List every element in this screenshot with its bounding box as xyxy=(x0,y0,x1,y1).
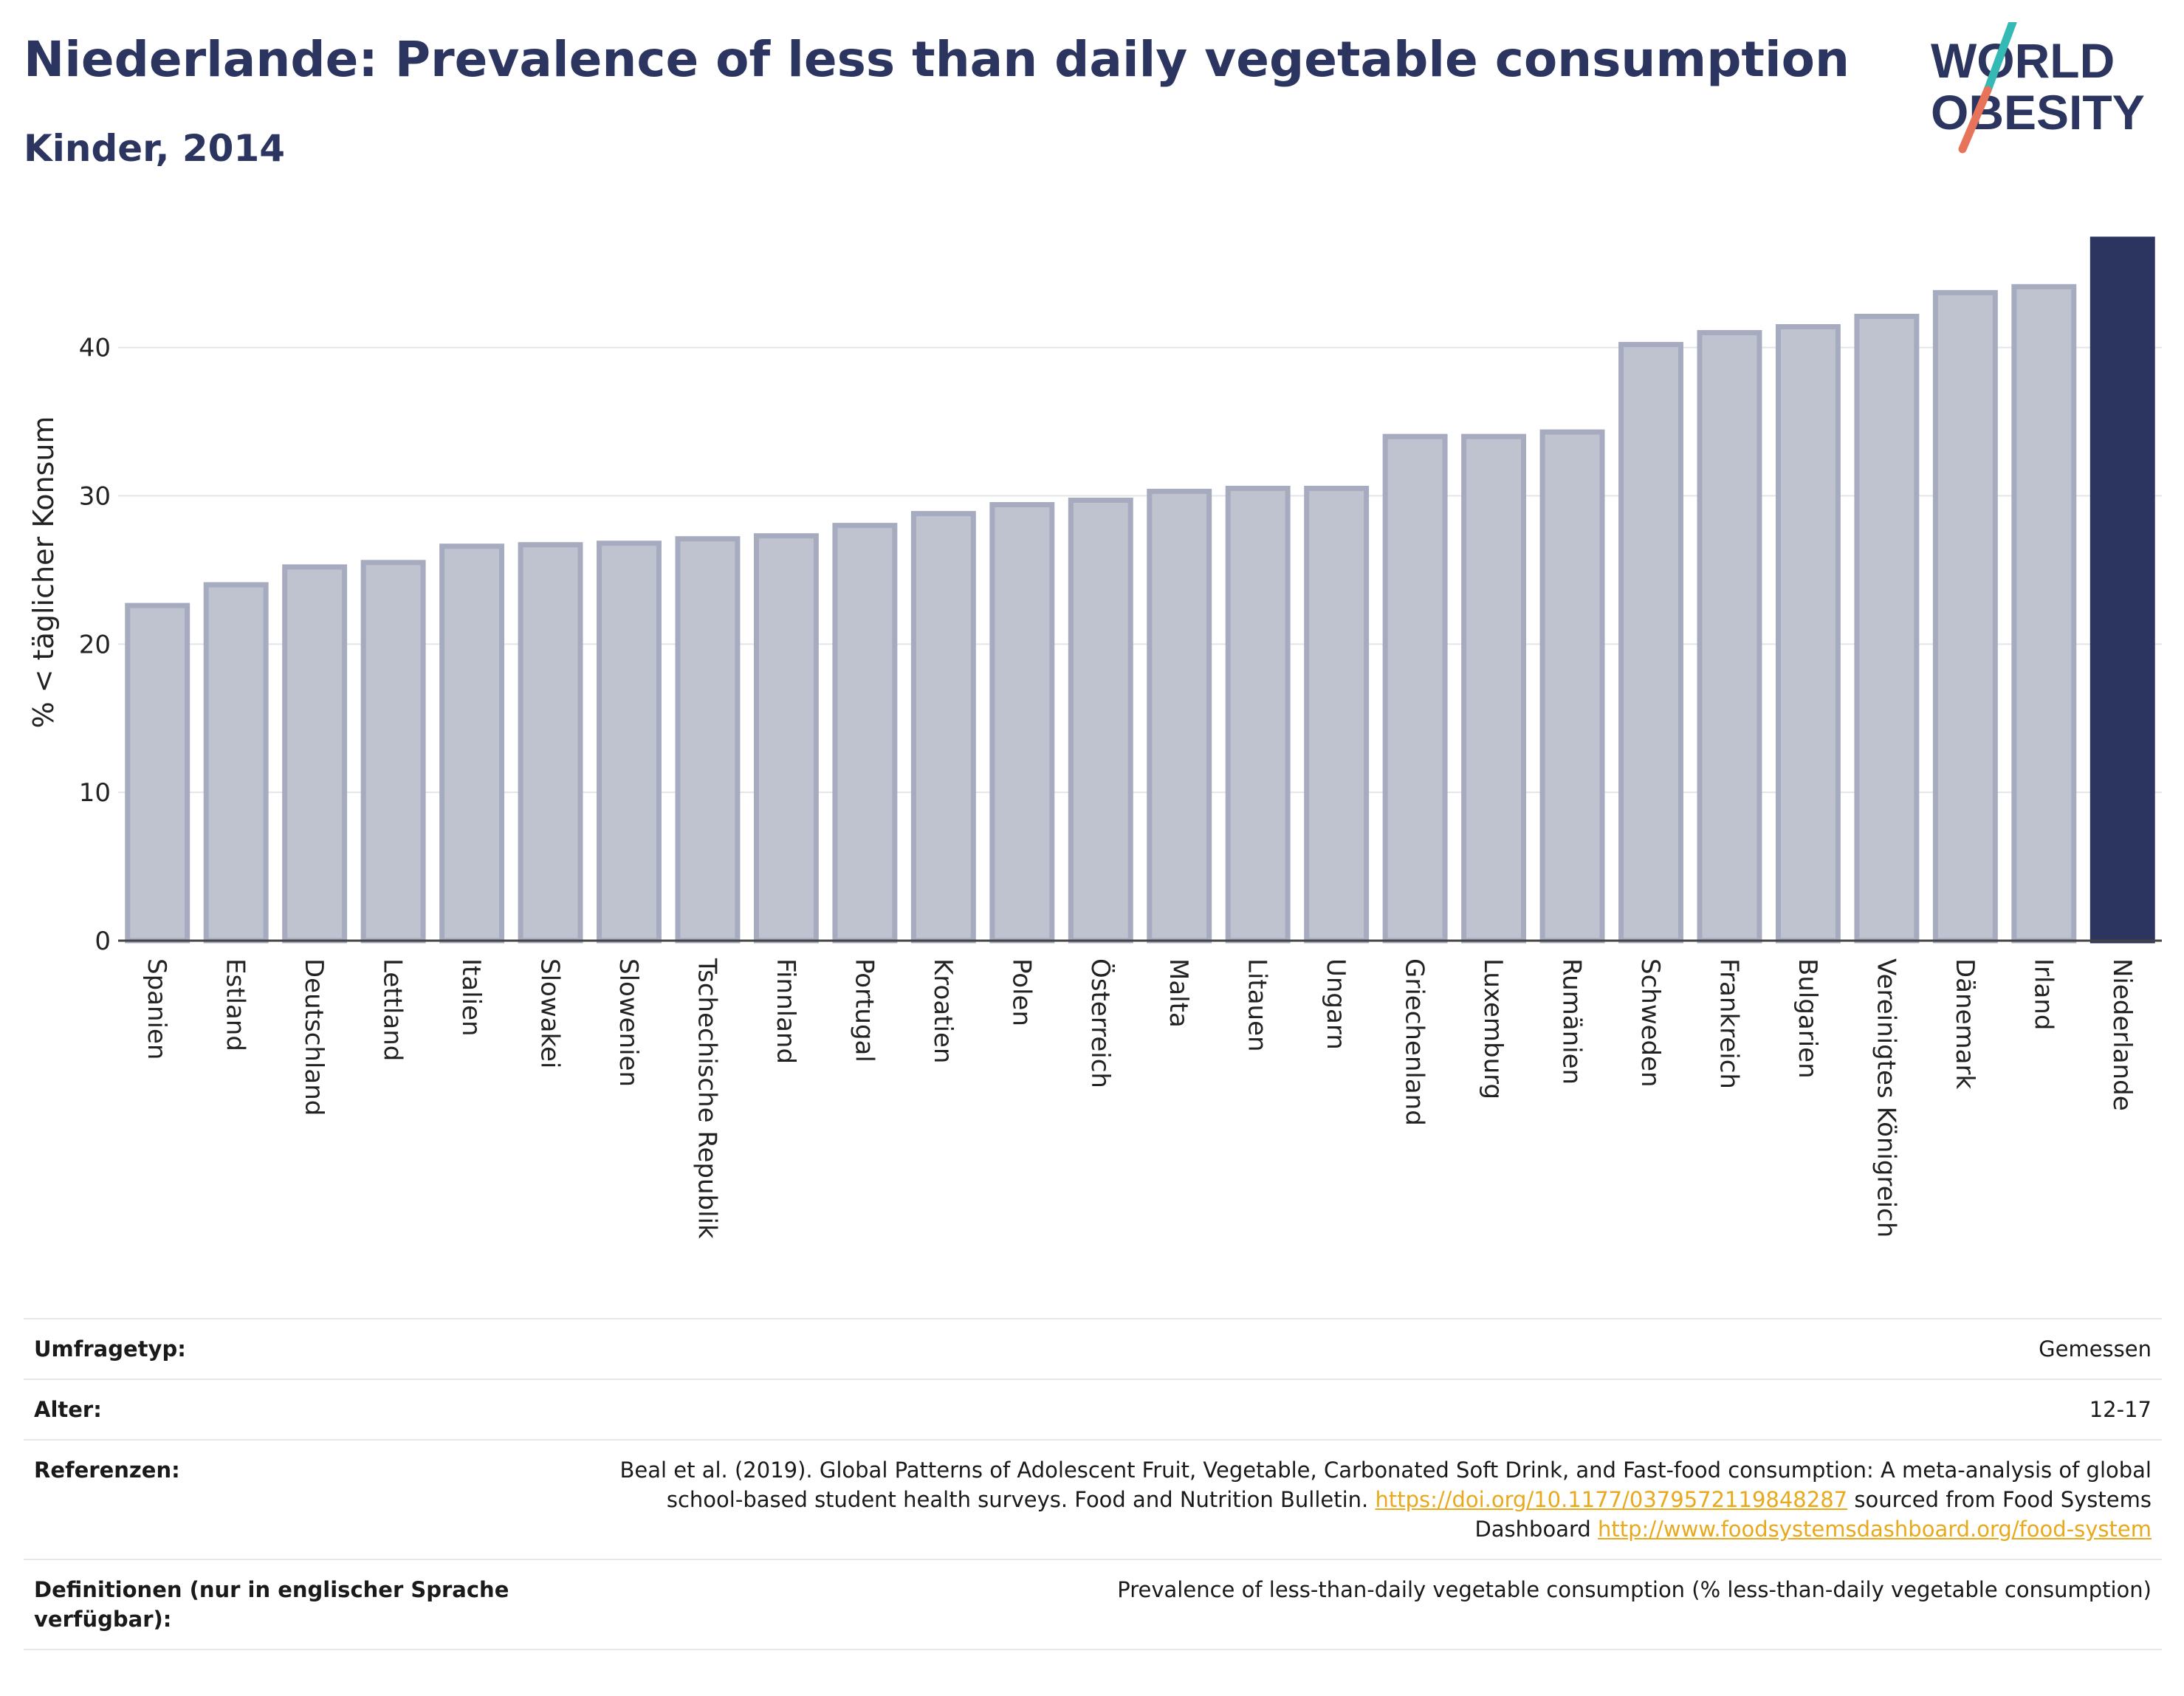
y-tick-label: 0 xyxy=(95,927,111,956)
x-tick-label: Finnland xyxy=(771,958,800,1064)
age-label: Alter: xyxy=(34,1397,102,1422)
bar-finnland xyxy=(753,533,819,944)
bar-estland xyxy=(203,582,269,944)
bar-dänemark xyxy=(1932,289,1998,944)
dashboard-link[interactable]: http://www.foodsystemsdashboard.org/food… xyxy=(1598,1517,2152,1542)
x-tick-label: Kroatien xyxy=(928,958,958,1063)
x-tick-label: Bulgarien xyxy=(1793,958,1822,1079)
x-tick-labels: Spanien Estland Deutschland Lettland Italien… xyxy=(142,958,2137,1239)
bar-slowenien xyxy=(597,540,662,944)
age-value: 12-17 xyxy=(2089,1397,2152,1422)
bar-italien xyxy=(439,543,505,944)
bar-slowakei xyxy=(518,542,583,944)
x-tick-label: Griechenland xyxy=(1400,958,1429,1126)
bar-tschechische-republik xyxy=(675,536,741,944)
meta-row-age: Alter: 12-17 xyxy=(24,1379,2162,1439)
x-tick-label: Spanien xyxy=(142,958,171,1060)
x-tick-label: Litauen xyxy=(1243,958,1272,1052)
bar-luxemburg xyxy=(1461,433,1527,944)
x-tick-label: Vereinigtes Königreich xyxy=(1871,958,1900,1237)
definitions-value: Prevalence of less-than-daily vegetable … xyxy=(1117,1577,2152,1602)
x-tick-label: Estland xyxy=(221,958,250,1051)
references-value: Beal et al. (2019). Global Patterns of A… xyxy=(616,1455,2152,1544)
bar-spanien xyxy=(125,602,190,944)
bar-ungarn xyxy=(1304,485,1370,944)
bars xyxy=(125,236,2155,944)
meta-row-survey: Umfragetyp: Gemessen xyxy=(24,1318,2162,1379)
bar-portugal xyxy=(832,523,898,944)
bar-deutschland xyxy=(282,564,348,944)
bar-irland xyxy=(2011,284,2077,944)
logo-slash-coral xyxy=(1958,86,1992,154)
bar-bulgarien xyxy=(1775,324,1841,944)
x-tick-label: Luxemburg xyxy=(1478,958,1508,1099)
bar-lettland xyxy=(360,560,426,944)
bar-griechenland xyxy=(1382,433,1448,944)
x-tick-label: Ungarn xyxy=(1321,958,1350,1050)
bar-niederlande xyxy=(2089,236,2155,944)
y-tick-labels: 0 10 20 30 40 xyxy=(79,334,111,956)
references-label: Referenzen: xyxy=(34,1458,180,1483)
x-tick-label: Irland xyxy=(2028,958,2058,1030)
x-tick-label: Italien xyxy=(456,958,486,1037)
logo-text-world: WORLD xyxy=(1931,33,2115,88)
world-obesity-logo: WORLD OBESITY xyxy=(1931,22,2145,154)
reference-text: Beal et al. (2019). Global Patterns of A… xyxy=(619,1458,2152,1512)
bar-österreich xyxy=(1068,497,1133,944)
x-tick-label: Rumänien xyxy=(1557,958,1587,1085)
logo-slash-teal xyxy=(1983,22,2017,95)
x-tick-label: Slowenien xyxy=(614,958,643,1087)
meta-row-references: Referenzen: Beal et al. (2019). Global P… xyxy=(24,1439,2162,1559)
y-tick-label: 30 xyxy=(79,481,111,511)
chart-title: Niederlande: Prevalence of less than dai… xyxy=(24,31,1850,88)
doi-link[interactable]: https://doi.org/10.1177/0379572119848287 xyxy=(1375,1487,1848,1512)
bar-vereinigtes-königreich xyxy=(1854,313,1920,944)
bar-rumänien xyxy=(1539,429,1605,944)
y-tick-label: 20 xyxy=(79,630,111,659)
x-tick-label: Polen xyxy=(1006,958,1036,1026)
meta-row-definitions: Definitionen (nur in englischer Sprache … xyxy=(24,1559,2162,1650)
x-tick-label: Deutschland xyxy=(299,958,329,1116)
x-tick-label: Dänemark xyxy=(1950,958,1979,1089)
y-axis-label: % < täglicher Konsum xyxy=(27,416,60,729)
x-tick-label: Schweden xyxy=(1635,958,1665,1088)
x-tick-label: Frankreich xyxy=(1714,958,1743,1089)
x-tick-label: Niederlande xyxy=(2107,958,2137,1111)
x-tick-label: Tschechische Republik xyxy=(692,958,721,1239)
survey-value: Gemessen xyxy=(2039,1336,2152,1362)
x-tick-label: Österreich xyxy=(1085,958,1116,1088)
y-tick-label: 40 xyxy=(79,334,111,363)
bar-kroatien xyxy=(910,511,976,944)
x-tick-label: Lettland xyxy=(378,958,408,1061)
bar-litauen xyxy=(1225,485,1291,944)
x-tick-label: Malta xyxy=(1164,958,1193,1028)
bar-malta xyxy=(1147,488,1212,944)
chart-subtitle: Kinder, 2014 xyxy=(24,127,286,170)
bar-schweden xyxy=(1618,342,1683,944)
x-tick-label: Slowakei xyxy=(535,958,565,1068)
bar-frankreich xyxy=(1697,330,1762,944)
definitions-label: Definitionen (nur in englischer Sprache … xyxy=(34,1577,509,1632)
survey-label: Umfragetyp: xyxy=(34,1336,186,1362)
reference-source-text: sourced from Food Systems Dashboard xyxy=(1474,1487,2152,1542)
x-tick-label: Portugal xyxy=(849,958,879,1062)
y-tick-label: 10 xyxy=(79,778,111,808)
bar-polen xyxy=(989,502,1055,944)
bar-chart: 0 10 20 30 40 Spanien Estland Deutschland Lettl… xyxy=(27,236,2162,1239)
metadata-table: Umfragetyp: Gemessen Alter: 12-17 Refere… xyxy=(24,1318,2162,1650)
